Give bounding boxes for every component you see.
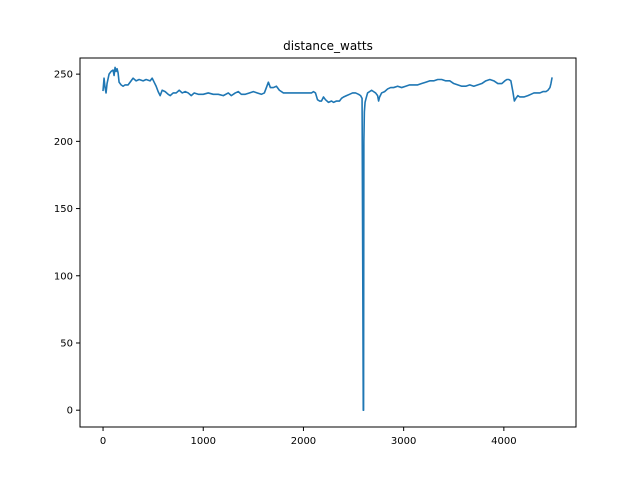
y-tick-label: 250 <box>54 70 73 81</box>
y-tick-label: 100 <box>54 271 73 282</box>
y-axis: 0 50 100 150 200 250 <box>54 70 80 417</box>
x-tick-label: 3000 <box>391 436 416 447</box>
x-tick-label: 4000 <box>491 436 516 447</box>
plot-area: 0 1000 2000 3000 4000 0 50 100 150 200 250 <box>54 57 577 447</box>
series-line-0 <box>102 66 553 411</box>
x-tick-label: 2000 <box>291 436 316 447</box>
x-tick-label: 1000 <box>191 436 216 447</box>
series-layer <box>102 66 553 411</box>
x-tick-label: 0 <box>100 436 106 447</box>
axes-frame <box>79 57 577 428</box>
y-tick-label: 200 <box>54 137 73 148</box>
y-tick-label: 150 <box>54 204 73 215</box>
chart-title: distance_watts <box>283 39 373 53</box>
y-tick-label: 50 <box>60 338 73 349</box>
y-tick-label: 0 <box>67 406 73 417</box>
x-axis: 0 1000 2000 3000 4000 <box>100 427 517 447</box>
